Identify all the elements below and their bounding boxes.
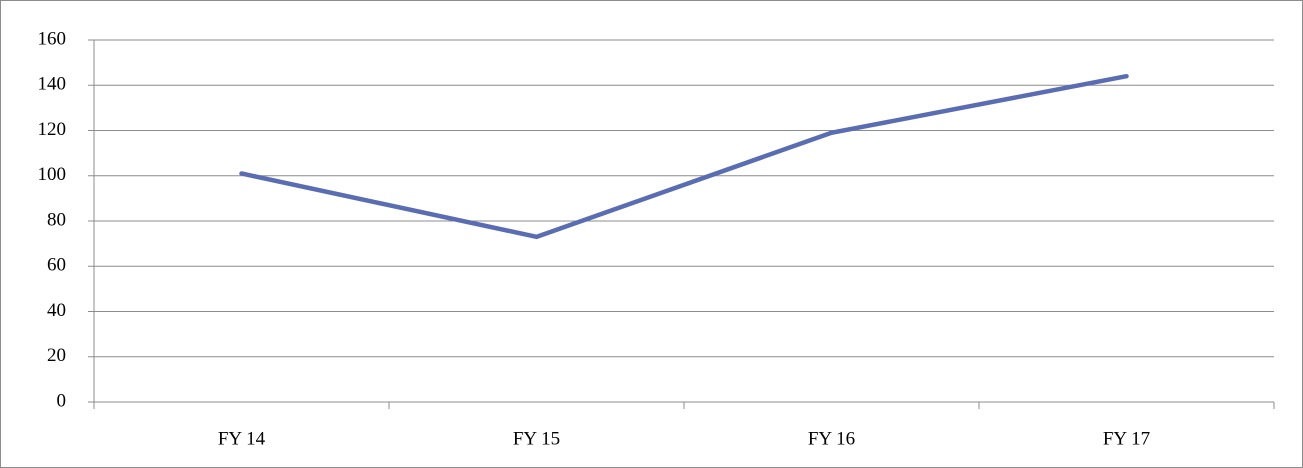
y-tick-label: 120 [38, 119, 67, 140]
x-tick-label: FY 15 [513, 428, 560, 449]
y-tick-label: 160 [38, 28, 67, 49]
y-tick-label: 40 [47, 300, 66, 321]
x-tick-label: FY 16 [808, 428, 855, 449]
x-tick-label: FY 14 [218, 428, 266, 449]
y-tick-label: 140 [38, 74, 67, 95]
y-tick-label: 60 [47, 255, 66, 276]
y-tick-label: 20 [47, 345, 66, 366]
y-tick-label: 100 [38, 164, 67, 185]
line-series [239, 73, 1129, 240]
y-tick-label: 0 [57, 390, 67, 411]
x-tick-label: FY 17 [1103, 428, 1150, 449]
y-tick-label: 80 [47, 209, 66, 230]
